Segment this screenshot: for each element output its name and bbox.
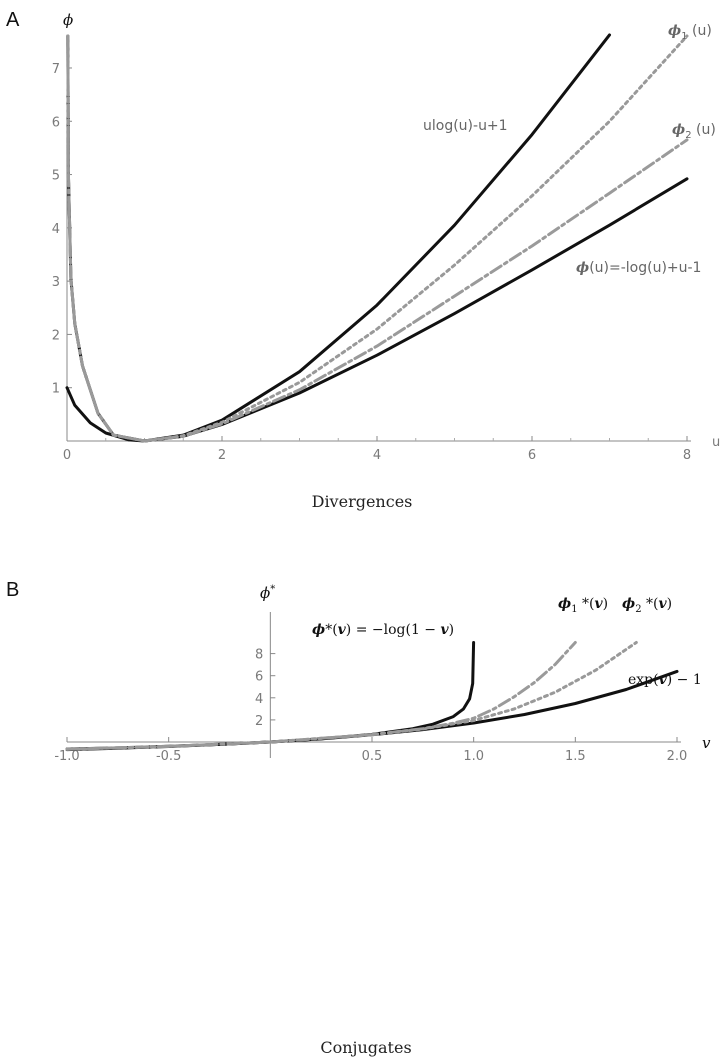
y-tick-label: 4 xyxy=(255,692,263,707)
panel-b-y-axis-label: ϕ* xyxy=(260,584,275,602)
annotation-phistar-open: *( xyxy=(325,622,337,638)
annotation-phi1-star-close: ) xyxy=(603,596,608,612)
panel-b-caption: Conjugates xyxy=(320,1038,411,1057)
panel-a-letter: A xyxy=(6,9,20,31)
panel-b-y-axis-symbol: ϕ xyxy=(260,584,270,602)
y-tick-label: 6 xyxy=(52,115,60,130)
series-line-b-2 xyxy=(65,641,577,751)
x-tick-label: 6 xyxy=(528,448,536,463)
panel-b-letter: B xyxy=(6,579,19,601)
x-tick-label: -1.0 xyxy=(54,749,79,764)
annotation-phi2-star-open: *( xyxy=(642,596,659,612)
annotation-phistar-v: v xyxy=(338,622,347,638)
annotation-phistar-symbol: ϕ xyxy=(312,622,325,638)
annotation-phi2-star: ϕ2 *(v) xyxy=(622,596,672,615)
x-tick-label: 2.0 xyxy=(667,749,688,764)
annotation-phi2-u-args: (u) xyxy=(692,122,716,138)
x-tick-label: 1.5 xyxy=(565,749,586,764)
annotation-phistar: ϕ*(v) = −log(1 − v) xyxy=(312,622,454,638)
panel-b-series-group xyxy=(65,641,679,752)
annotation-phistar-log: ) = −log(1 − xyxy=(346,622,441,638)
series-line-a-0 xyxy=(65,33,611,443)
annotation-phi-u-symbol: ϕ xyxy=(576,260,589,276)
series-line-b-3 xyxy=(65,641,638,751)
annotation-phi2-star-symbol: ϕ xyxy=(622,596,635,612)
annotation-phi2-u-symbol: ϕ xyxy=(672,122,685,138)
annotation-exp-open: exp( xyxy=(628,672,659,688)
panel-b-y-axis-star: * xyxy=(270,584,275,595)
y-tick-label: 6 xyxy=(255,670,263,685)
annotation-phistar-close: ) xyxy=(449,622,454,638)
x-tick-label: 1.0 xyxy=(463,749,484,764)
annotation-phi1-star-subscript: 1 xyxy=(571,604,577,615)
annotation-phi2-star-subscript: 2 xyxy=(635,604,641,615)
y-tick-label: 5 xyxy=(52,169,60,184)
series-line-a-1 xyxy=(66,34,689,443)
panel-a-x-axis-label: u xyxy=(712,435,720,450)
annotation-phi2-u: ϕ2 (u) xyxy=(672,122,716,141)
series-line-a-3 xyxy=(66,34,689,443)
y-tick-label: 7 xyxy=(52,62,60,77)
annotation-phi1-u-args: (u) xyxy=(688,23,712,39)
annotation-phi1-star-symbol: ϕ xyxy=(558,596,571,612)
annotation-phi1-u-subscript: 1 xyxy=(681,31,687,42)
y-tick-label: 2 xyxy=(52,328,60,343)
annotation-phi1-star-open: *( xyxy=(578,596,595,612)
annotation-phi-u-formula: (u)=-log(u)+u-1 xyxy=(589,260,701,276)
x-tick-label: -0.5 xyxy=(156,749,181,764)
annotation-phi1-u-symbol: ϕ xyxy=(668,23,681,39)
x-tick-label: 0 xyxy=(63,448,71,463)
annotation-exp-close: ) − 1 xyxy=(667,672,702,688)
panel-a-caption: Divergences xyxy=(312,492,413,511)
y-tick-label: 1 xyxy=(52,382,60,397)
annotation-phi1-u: ϕ1 (u) xyxy=(668,23,712,42)
annotation-phistar-v2: v xyxy=(441,622,450,638)
annotation-exp: exp(v) − 1 xyxy=(628,672,702,688)
series-line-a-2 xyxy=(66,34,689,443)
y-tick-label: 3 xyxy=(52,275,60,290)
panel-b-axes: -1.0 -0.5 0.5 1.0 1.5 2.0 2 4 6 8 xyxy=(54,612,687,764)
y-tick-label: 8 xyxy=(255,648,263,663)
y-tick-label: 4 xyxy=(52,222,60,237)
panel-b-x-axis-label: v xyxy=(702,734,711,752)
x-tick-label: 0.5 xyxy=(362,749,383,764)
panel-a-y-axis-label: ϕ xyxy=(63,11,73,29)
x-tick-label: 2 xyxy=(218,448,226,463)
panel-a-axes: 0 2 4 6 8 1 2 3 4 5 6 7 xyxy=(52,36,691,463)
x-tick-label: 4 xyxy=(373,448,381,463)
annotation-phi-u-neglog: ϕ(u)=-log(u)+u-1 xyxy=(576,260,701,276)
annotation-phi2-star-close: ) xyxy=(667,596,672,612)
annotation-phi1-star-v: v xyxy=(594,596,603,612)
annotation-ulog: ulog(u)-u+1 xyxy=(423,118,508,134)
annotation-phi1-star: ϕ1 *(v) xyxy=(558,596,608,615)
annotation-phi2-star-v: v xyxy=(658,596,667,612)
annotation-phi2-u-subscript: 2 xyxy=(685,130,691,141)
y-tick-label: 2 xyxy=(255,714,263,729)
x-tick-label: 8 xyxy=(683,448,691,463)
panel-a-series-group xyxy=(65,33,689,443)
annotation-exp-v: v xyxy=(659,672,668,688)
